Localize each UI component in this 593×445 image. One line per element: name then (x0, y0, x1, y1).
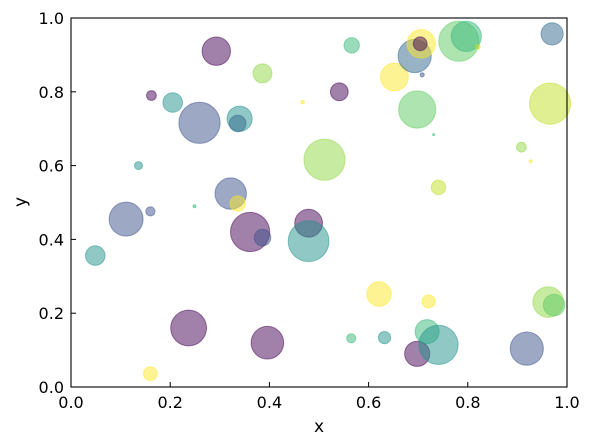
x-tick-label: 0.8 (455, 393, 480, 412)
scatter-point (229, 195, 246, 212)
scatter-point (418, 324, 459, 365)
scatter-point (346, 333, 357, 344)
scatter-point (377, 331, 392, 345)
scatter-point (192, 204, 197, 209)
y-tick-label: 0.2 (39, 304, 64, 323)
scatter-point (430, 179, 447, 196)
scatter-point (540, 22, 564, 46)
x-tick-label: 1.0 (554, 393, 579, 412)
scatter-point (343, 37, 360, 54)
y-axis-label: y (11, 197, 31, 207)
x-tick-label: 0.0 (58, 393, 83, 412)
scatter-point (516, 141, 527, 153)
scatter-point (170, 309, 208, 347)
scatter-point (412, 36, 428, 52)
y-tick-label: 1.0 (39, 9, 64, 28)
scatter-point (252, 63, 273, 84)
scatter-point (421, 294, 436, 309)
scatter-point (162, 92, 183, 113)
scatter-point (134, 161, 143, 171)
scatter-point (398, 90, 437, 129)
y-tick-label: 0.6 (39, 157, 64, 176)
x-tick-label: 0.6 (356, 393, 381, 412)
scatter-point (253, 228, 272, 247)
scatter-point (509, 331, 544, 366)
scatter-point (108, 201, 144, 237)
x-tick-label: 0.2 (157, 393, 182, 412)
scatter-point (143, 366, 158, 382)
scatter-point (303, 138, 346, 181)
scatter-point (146, 90, 157, 101)
scatter-point (250, 325, 285, 360)
scatter-point (432, 133, 436, 137)
scatter-point (287, 220, 330, 263)
scatter-point (201, 36, 232, 66)
y-tick-label: 0.8 (39, 83, 64, 102)
scatter-point (228, 114, 247, 133)
x-axis-label: x (314, 417, 324, 437)
plot-frame (70, 17, 568, 388)
scatter-point (542, 293, 566, 317)
scatter-point (366, 281, 392, 307)
scatter-point (450, 20, 482, 53)
scatter-point (300, 99, 305, 105)
points-layer (85, 20, 572, 382)
scatter-point (178, 101, 221, 144)
scatter-point (528, 159, 533, 164)
scatter-point (329, 82, 349, 102)
scatter-point (380, 62, 409, 92)
y-tick-label: 0.0 (39, 378, 64, 397)
x-tick-label: 0.4 (257, 393, 282, 412)
scatter-point (529, 82, 572, 125)
scatter-point (474, 43, 481, 50)
scatter-point (145, 206, 156, 217)
scatter-point (419, 72, 425, 78)
scatter-point (85, 245, 106, 266)
y-tick-label: 0.4 (39, 230, 64, 249)
